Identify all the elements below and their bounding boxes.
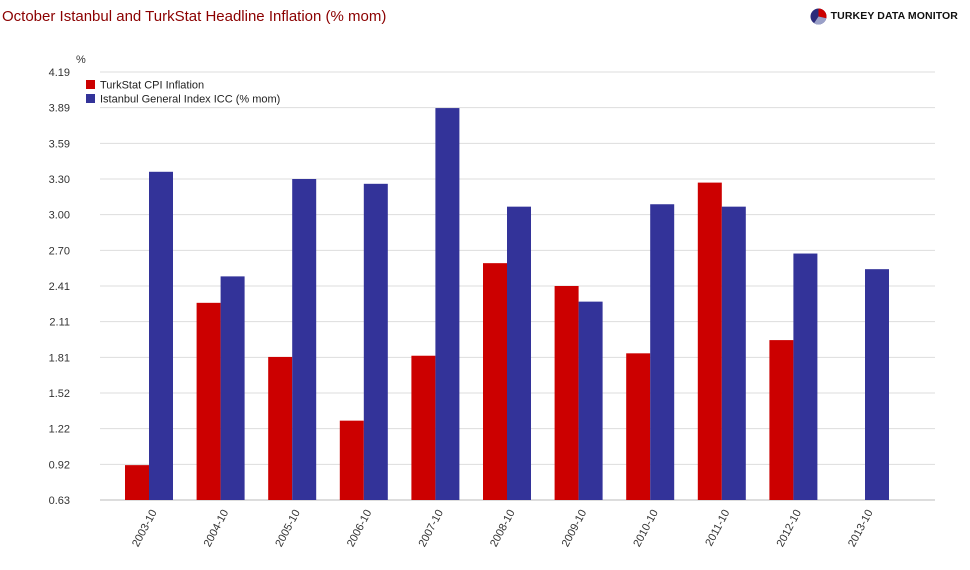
x-tick-label: 2006-10 <box>345 508 375 549</box>
bar-istanbul-2007-10 <box>435 108 460 500</box>
y-axis: 0.63 0.92 1.22 1.52 1.81 2.11 2.41 2.70 3.00 3.30… <box>49 67 70 507</box>
bar-turkstat-2003-10 <box>125 465 149 500</box>
y-tick-label: 1.22 <box>49 424 70 436</box>
legend-swatch <box>86 94 95 103</box>
x-tick-label: 2011-10 <box>703 508 732 549</box>
bar-istanbul-2005-10 <box>292 179 317 500</box>
bar-turkstat-2012-10 <box>769 340 794 500</box>
bar-turkstat-2007-10 <box>411 355 436 500</box>
legend: TurkStat CPI Inflation Istanbul General I… <box>86 80 280 106</box>
bar-turkstat-2005-10 <box>268 356 293 500</box>
legend-label: TurkStat CPI Inflation <box>100 80 204 92</box>
x-tick-label: 2009-10 <box>560 508 590 549</box>
bar-istanbul-2003-10 <box>149 171 173 501</box>
x-tick-label: 2010-10 <box>631 508 661 549</box>
bar-istanbul-2011-10 <box>721 206 746 501</box>
legend-label: Istanbul General Index ICC (% mom) <box>100 94 280 106</box>
bar-istanbul-2008-10 <box>507 206 531 501</box>
x-tick-label: 2008-10 <box>488 508 518 549</box>
bar-istanbul-2010-10 <box>650 204 675 500</box>
y-tick-label: 2.70 <box>49 245 70 257</box>
brand-logo: TURKEY DATA MONITOR <box>810 6 958 26</box>
bar-turkstat-2011-10 <box>697 182 722 500</box>
bar-istanbul-2006-10 <box>363 183 388 500</box>
bar-istanbul-2012-10 <box>793 253 818 500</box>
bar-turkstat-2010-10 <box>626 353 651 500</box>
y-tick-label: 3.30 <box>49 174 70 186</box>
y-tick-label: 2.41 <box>49 281 70 293</box>
y-tick-label: 0.63 <box>49 495 70 507</box>
bar-turkstat-2004-10 <box>196 302 221 500</box>
x-axis: 2003-10 2004-10 2005-10 2006-10 2007-10 2008-… <box>130 508 876 549</box>
x-tick-label: 2003-10 <box>130 508 160 549</box>
brand-pie-icon <box>810 7 827 25</box>
bars <box>125 108 889 501</box>
x-tick-label: 2013-10 <box>846 508 876 549</box>
x-tick-label: 2005-10 <box>273 508 303 549</box>
x-tick-label: 2007-10 <box>416 508 446 549</box>
chart-title: October Istanbul and TurkStat Headline I… <box>2 8 387 25</box>
y-tick-label: 0.92 <box>49 459 70 471</box>
x-tick-label: 2012-10 <box>774 508 804 549</box>
bar-turkstat-2008-10 <box>483 263 507 500</box>
brand-name: TURKEY DATA MONITOR <box>830 10 958 22</box>
x-tick-label: 2004-10 <box>202 508 232 549</box>
y-tick-label: 3.00 <box>49 210 70 222</box>
bar-turkstat-2006-10 <box>339 420 364 500</box>
bar-istanbul-2009-10 <box>578 301 603 500</box>
y-axis-unit-label: % <box>76 54 86 66</box>
y-tick-label: 4.19 <box>49 67 70 79</box>
y-tick-label: 3.89 <box>49 103 70 115</box>
bar-istanbul-2013-10 <box>865 269 889 500</box>
bar-turkstat-2009-10 <box>554 286 579 500</box>
y-tick-label: 1.81 <box>49 352 70 364</box>
y-tick-label: 2.11 <box>49 317 70 329</box>
y-tick-label: 1.52 <box>49 388 70 400</box>
y-tick-label: 3.59 <box>49 138 70 150</box>
legend-swatch <box>86 80 95 89</box>
bar-istanbul-2004-10 <box>220 276 245 500</box>
